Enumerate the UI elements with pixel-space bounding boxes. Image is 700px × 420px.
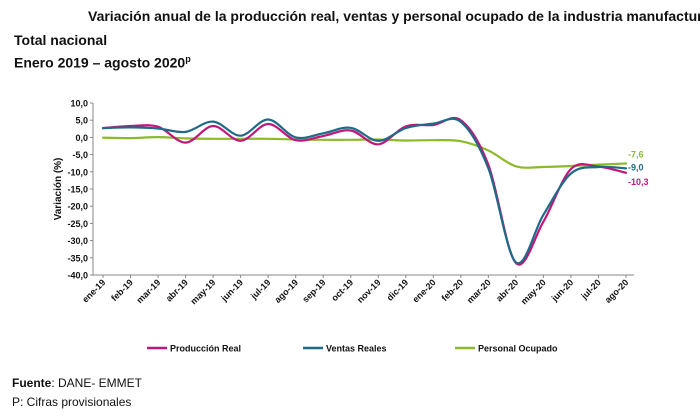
x-tick-label: oct-19 [329,277,355,303]
end-label-personal-ocupado: -7,6 [628,150,644,160]
end-label-ventas-reales: -9,0 [628,162,644,172]
y-tick-label: 10,0 [70,99,88,109]
source-text: : DANE- EMMET [51,376,143,390]
y-tick-label: -35,0 [67,253,88,263]
chart-subtitle-region: Total nacional [14,32,108,48]
provisional-note: P: Cifras provisionales [12,395,132,409]
x-tick-label: may-19 [189,277,218,306]
line-chart: 10,0 5,0 0,0 -5,0 -10,0 -15,0 -20,0 -25,0 -30,0 -… [53,99,649,354]
x-tick-label: jul-20 [578,277,602,301]
x-tick-label: may-20 [519,277,548,306]
x-tick-label: sep-19 [300,277,327,304]
x-tick-label: feb-19 [109,277,135,303]
period-text: Enero 2019 – agosto 2020 [14,54,186,71]
y-tick-label: 5,0 [75,116,88,126]
series-line-produccion-real [101,116,628,266]
y-tick-label: -5,0 [72,150,88,160]
legend-label-personal-ocupado: Personal Ocupado [478,344,558,354]
x-tick-label: nov-19 [355,277,383,305]
x-tick-label: ago-20 [603,277,631,305]
x-tick-label: mar-20 [465,277,493,305]
legend-label-ventas-reales: Ventas Reales [326,344,387,354]
y-tick-label: 0,0 [75,133,88,143]
source-note: Fuente: DANE- EMMET [12,376,142,390]
y-axis-title: Variación (%) [53,158,64,221]
x-tick-label: ene-20 [410,277,437,304]
chart-title: Variación anual de la producción real, v… [88,8,700,24]
provisional-mark: p [185,54,191,64]
x-tick-label: abr-20 [494,277,520,303]
series-line-ventas-reales [101,117,628,265]
y-tick-label: -15,0 [67,185,88,195]
end-label-produccion-real: -10,3 [628,177,649,187]
y-tick-label: -40,0 [67,271,88,281]
x-tick-label: abr-19 [164,277,190,303]
x-tick-label: dic-19 [385,277,410,302]
x-tick-label: jun-20 [549,277,576,304]
x-tick-label: jul-19 [248,277,272,301]
series-line-personal-ocupado [101,135,628,169]
x-tick-label: jun-19 [219,277,246,304]
x-tick-label: mar-19 [135,277,163,305]
x-tick-label: ene-19 [80,277,107,304]
legend-label-produccion-real: Producción Real [170,344,241,354]
source-label: Fuente [12,376,52,390]
y-tick-label: -10,0 [67,167,88,177]
y-tick-label: -20,0 [67,202,88,212]
y-tick-label: -25,0 [67,219,88,229]
x-tick-label: ago-19 [273,277,301,305]
chart-subtitle-period: Enero 2019 – agosto 2020p [14,54,191,71]
y-tick-label: -30,0 [67,236,88,246]
x-tick-label: feb-20 [439,277,465,303]
